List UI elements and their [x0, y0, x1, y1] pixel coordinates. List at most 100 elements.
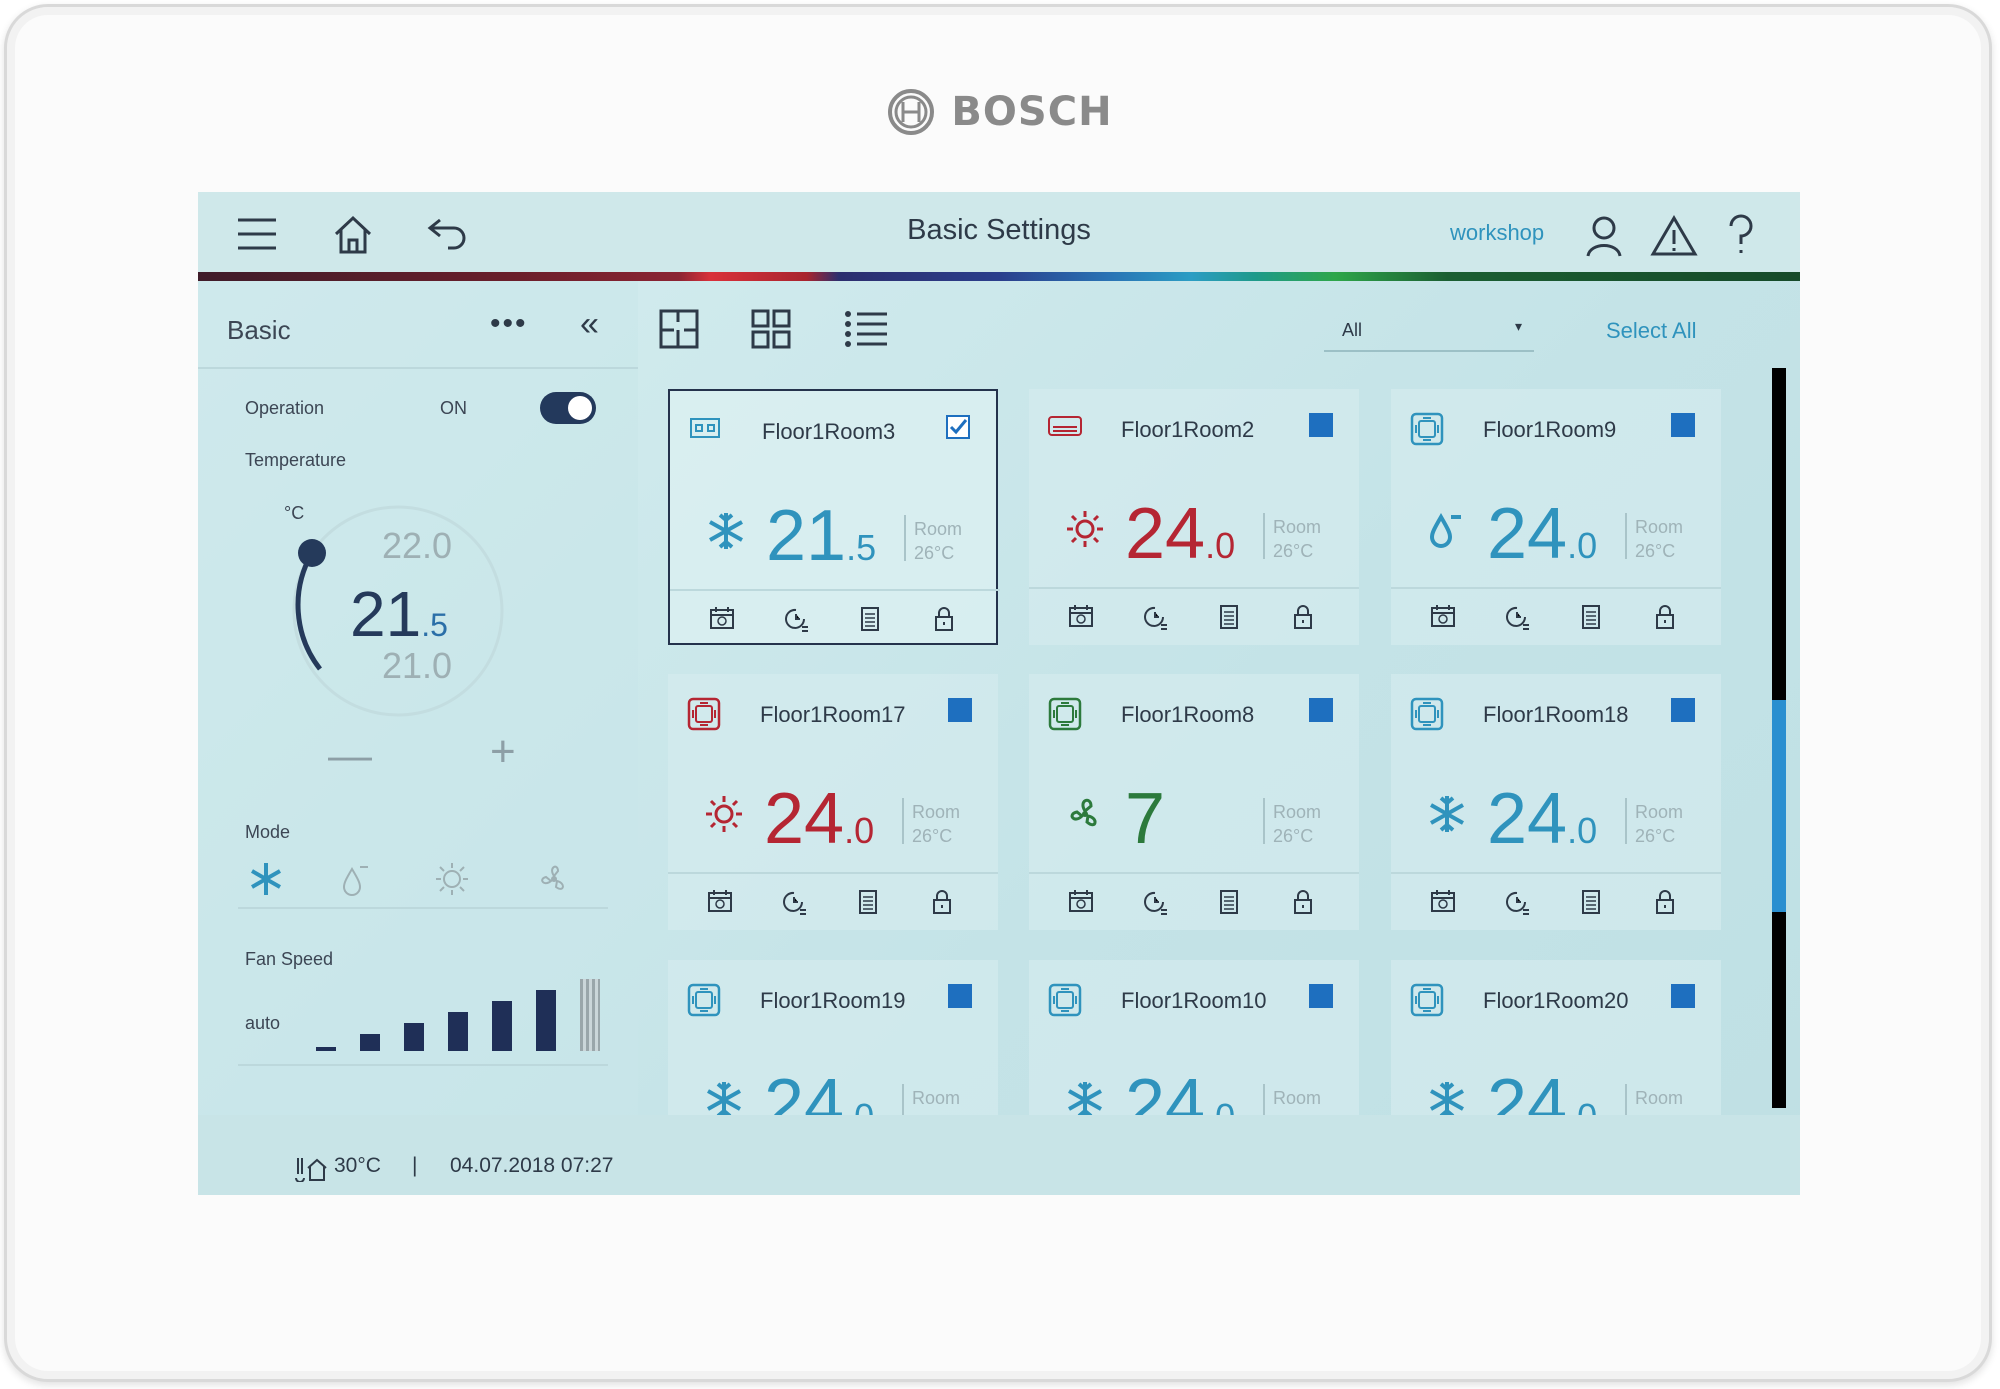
room-card[interactable]: Floor1Room8 7 Room 26°C	[1029, 674, 1359, 930]
room-name: Floor1Room10	[1121, 988, 1267, 1013]
timer-icon[interactable]	[782, 605, 810, 633]
room-temp-value: 26°C	[912, 826, 953, 846]
schedule-icon[interactable]	[1067, 888, 1095, 916]
increase-temp-button[interactable]: +	[490, 727, 516, 776]
fan-speed-level[interactable]	[316, 1047, 336, 1051]
room-checkbox[interactable]	[948, 698, 972, 722]
floor-plan-view-icon[interactable]	[658, 308, 700, 350]
room-checkbox[interactable]	[946, 415, 970, 439]
divider	[1625, 798, 1627, 844]
room-card[interactable]: Floor1Room18 24.0 Room 26°C	[1391, 674, 1721, 930]
room-setpoint-int: 7	[1125, 779, 1166, 859]
room-setpoint-int: 24	[1125, 494, 1206, 574]
report-icon[interactable]	[1215, 888, 1243, 916]
color-strip	[198, 272, 1800, 281]
timer-icon[interactable]	[1503, 603, 1531, 631]
room-card[interactable]: Floor1Room3 21.5 Room 26°C	[668, 389, 1000, 645]
filter-dropdown[interactable]: All ▾	[1324, 310, 1534, 352]
room-setpoint-int: 24	[764, 779, 845, 859]
fan-speed-level[interactable]	[404, 1023, 424, 1051]
timer-icon[interactable]	[1503, 888, 1531, 916]
divider	[1029, 872, 1359, 874]
fan-speed-level[interactable]	[580, 979, 600, 1051]
back-icon[interactable]	[426, 214, 470, 254]
grid-view-icon[interactable]	[750, 308, 792, 350]
cool-mode-icon	[1430, 1082, 1464, 1118]
fan-speed-level[interactable]	[536, 990, 556, 1051]
room-temp-value: 26°C	[1635, 541, 1676, 561]
current-setpoint-dec: .5	[421, 607, 448, 643]
basic-settings-panel: Basic ••• « Operation ON Temperature °C …	[198, 281, 638, 1115]
timer-icon[interactable]	[1141, 603, 1169, 631]
select-all-button[interactable]: Select All	[1606, 318, 1697, 343]
schedule-icon[interactable]	[1067, 603, 1095, 631]
lock-icon[interactable]	[928, 888, 956, 916]
schedule-icon[interactable]	[706, 888, 734, 916]
room-checkbox[interactable]	[1671, 413, 1695, 437]
room-temperature: Room 26°C	[1635, 515, 1683, 563]
mode-label: Mode	[245, 822, 291, 842]
room-setpoint-dec: .5	[846, 527, 877, 568]
report-icon[interactable]	[1577, 603, 1605, 631]
room-label: Room	[1635, 517, 1684, 537]
lock-icon[interactable]	[930, 605, 958, 633]
room-setpoint-dec: .0	[1205, 525, 1236, 566]
scrollbar-thumb[interactable]	[1772, 700, 1786, 912]
divider	[902, 798, 904, 844]
room-checkbox[interactable]	[1671, 698, 1695, 722]
lock-icon[interactable]	[1651, 603, 1679, 631]
dry-mode-icon	[1429, 513, 1461, 548]
room-card[interactable]: Floor1Room9 24.0 Room 26°C	[1391, 389, 1721, 645]
lock-icon[interactable]	[1289, 888, 1317, 916]
user-icon[interactable]	[1584, 214, 1624, 258]
schedule-icon[interactable]	[1429, 603, 1457, 631]
schedule-icon[interactable]	[1429, 888, 1457, 916]
lock-icon[interactable]	[1289, 603, 1317, 631]
report-icon[interactable]	[1215, 603, 1243, 631]
room-label: Room	[912, 1088, 961, 1108]
decrease-temp-button[interactable]: —	[328, 731, 372, 780]
outdoor-temp-icon	[295, 1158, 327, 1182]
room-checkbox[interactable]	[1309, 413, 1333, 437]
heat-mode-icon[interactable]	[434, 861, 470, 897]
timer-icon[interactable]	[1141, 888, 1169, 916]
room-checkbox[interactable]	[1309, 698, 1333, 722]
room-temp-value: 26°C	[1635, 826, 1676, 846]
more-options-button[interactable]: •••	[490, 307, 528, 340]
schedule-icon[interactable]	[708, 605, 736, 633]
warning-icon[interactable]	[1650, 214, 1698, 258]
help-icon[interactable]	[1726, 214, 1756, 258]
menu-icon[interactable]	[236, 214, 278, 254]
outdoor-temperature: 30°C	[334, 1154, 381, 1177]
collapse-panel-button[interactable]: «	[580, 305, 599, 343]
user-name[interactable]: workshop	[1450, 220, 1545, 245]
room-setpoint: 24.0	[1487, 493, 1597, 575]
report-icon[interactable]	[854, 888, 882, 916]
room-setpoint-dec: .0	[844, 810, 875, 851]
lock-icon[interactable]	[1651, 888, 1679, 916]
home-icon[interactable]	[332, 214, 374, 256]
room-temperature: Room 26°C	[1635, 800, 1683, 848]
report-icon[interactable]	[1577, 888, 1605, 916]
room-card[interactable]: Floor1Room17 24.0 Room 26°C	[668, 674, 998, 930]
fan-mode-icon[interactable]	[534, 861, 574, 897]
room-temperature: Room 26°C	[1273, 800, 1321, 848]
report-icon[interactable]	[856, 605, 884, 633]
room-checkbox[interactable]	[948, 984, 972, 1008]
room-temperature: Room 26°C	[1273, 515, 1321, 563]
cool-mode-icon[interactable]	[248, 861, 284, 897]
room-checkbox[interactable]	[1671, 984, 1695, 1008]
fan-speed-selector[interactable]	[316, 961, 600, 1051]
fan-speed-level[interactable]	[448, 1012, 468, 1051]
fan-speed-level[interactable]	[492, 1001, 512, 1051]
room-checkbox[interactable]	[1309, 984, 1333, 1008]
list-view-icon[interactable]	[843, 308, 889, 350]
fan-mode-icon	[1070, 798, 1097, 827]
operation-toggle[interactable]	[540, 392, 596, 424]
room-card[interactable]: Floor1Room2 24.0 Room 26°C	[1029, 389, 1359, 645]
indoor-unit-icon	[1048, 983, 1082, 1017]
temperature-dial[interactable]	[268, 491, 508, 731]
timer-icon[interactable]	[780, 888, 808, 916]
dry-mode-icon[interactable]	[338, 861, 374, 897]
fan-speed-level[interactable]	[360, 1034, 380, 1051]
